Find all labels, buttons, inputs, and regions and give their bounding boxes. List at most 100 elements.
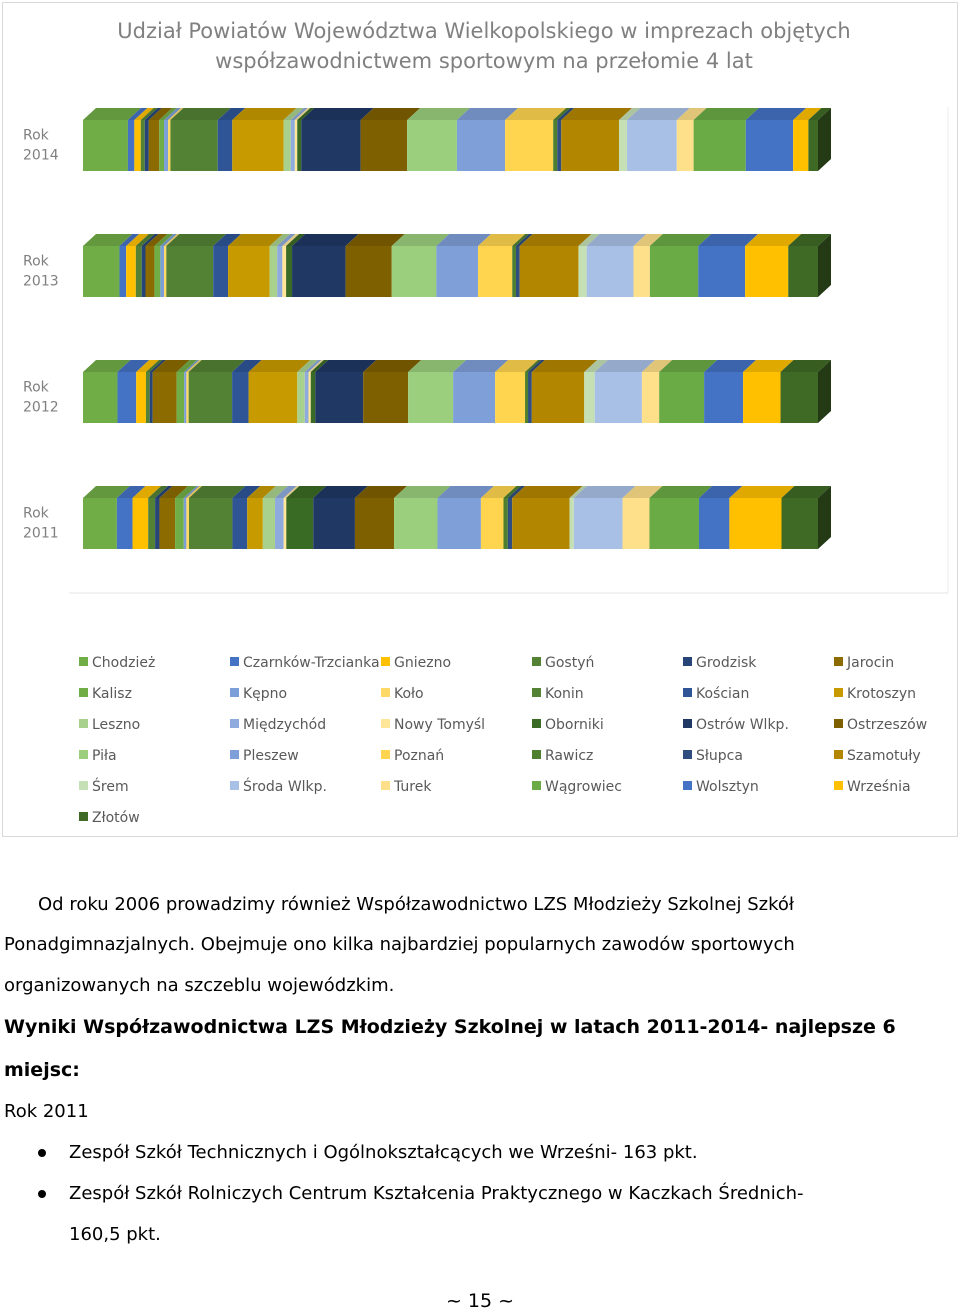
bar-segment: [166, 234, 227, 297]
bar-segment: [164, 234, 180, 297]
bar-segment: [141, 234, 159, 297]
legend-item: Wolsztyn: [683, 779, 759, 795]
bar-segment: [140, 108, 158, 171]
legend-label: Złotów: [92, 810, 140, 826]
bar-segment: [127, 108, 148, 171]
bar-segment: [132, 486, 162, 549]
bar-segment: [622, 486, 663, 549]
legend-label: Oborniki: [545, 717, 604, 733]
bar-segment: [515, 234, 533, 297]
legend-swatch: [683, 688, 692, 697]
bar-side: [818, 108, 831, 171]
bar-segment: [184, 360, 200, 423]
bullet-icon: [38, 1149, 46, 1157]
legend-swatch: [834, 657, 843, 666]
bar-segment: [301, 108, 374, 171]
bar-segment: [188, 360, 246, 423]
legend-label: Kępno: [243, 686, 287, 702]
bar-segment: [83, 360, 131, 423]
bar-segment: [480, 486, 517, 549]
legend-label: Piła: [92, 748, 117, 764]
bar-segment: [354, 486, 408, 549]
chart: Udział Powiatów Województwa Wielkopolski…: [23, 19, 949, 826]
legend-item: Gostyń: [532, 655, 594, 671]
legend-item: Jarocin: [834, 655, 894, 671]
legend-swatch: [381, 657, 390, 666]
bar-segment: [649, 234, 712, 297]
legend-item: Koło: [381, 686, 424, 702]
legend-label: Jarocin: [846, 655, 894, 671]
legend-swatch: [79, 657, 88, 666]
bar-segment: [176, 360, 198, 423]
bar-segment: [136, 360, 159, 423]
bar-segment: [619, 108, 641, 171]
bar-segment: [183, 486, 200, 549]
result-item-2-line-1: Zespół Szkół Rolniczych Centrum Kształce…: [69, 1183, 804, 1204]
bar-segment: [160, 234, 178, 297]
results-heading-line-1: Wyniki Współzawodnictwa LZS Młodzieży Sz…: [4, 1016, 896, 1038]
bar-segment: [83, 486, 130, 549]
bar-segment: [152, 360, 190, 423]
legend-item: Kępno: [230, 686, 287, 702]
legend-item: Międzychód: [230, 717, 326, 733]
bar-segment: [808, 108, 831, 171]
legend-label: Grodzisk: [696, 655, 757, 671]
bar-segment: [649, 486, 712, 549]
bar-segment: [269, 234, 291, 297]
legend-label: Koło: [394, 686, 424, 702]
bar-segment: [297, 360, 318, 423]
bar-segment: [290, 108, 308, 171]
legend-label: Września: [847, 779, 911, 795]
bar-segment: [676, 108, 707, 171]
bar-segment: [436, 234, 492, 297]
bar-side: [818, 360, 831, 423]
legend-item: Śrem: [79, 777, 129, 795]
bar-segment: [594, 360, 655, 423]
bar-segment: [478, 234, 526, 297]
bar-segment: [531, 360, 598, 423]
legend-label: Szamotuły: [847, 748, 921, 764]
bar-segment: [745, 234, 802, 297]
bar-segment: [780, 360, 831, 423]
legend-label: Nowy Tomyśl: [394, 717, 485, 733]
bar-segment: [247, 486, 276, 549]
legend-item: Ostrzeszów: [834, 717, 927, 733]
legend-label: Leszno: [92, 717, 140, 733]
legend-item: Wągrowiec: [532, 779, 622, 795]
bar-side: [818, 234, 831, 297]
legend: Chodzież Czarnków-Trzcianka Gniezno Gostyń G…: [79, 655, 927, 826]
bar-segment: [145, 360, 163, 423]
legend-swatch: [381, 719, 390, 728]
bar-segment: [164, 108, 182, 171]
bar-segment: [117, 360, 150, 423]
chart-title-line-1: Udział Powiatów Województwa Wielkopolski…: [117, 19, 850, 43]
bar-segment: [586, 234, 647, 297]
bar-segment: [159, 486, 189, 549]
bar-segment: [144, 108, 162, 171]
bar-segment: [292, 234, 359, 297]
legend-swatch: [532, 688, 541, 697]
legend-item: Rawicz: [532, 748, 593, 764]
legend-item: Nowy Tomyśl: [381, 717, 485, 733]
legend-item: Czarnków-Trzcianka: [230, 655, 380, 671]
bar-segment: [512, 234, 529, 297]
legend-item: Ostrów Wlkp.: [683, 717, 789, 733]
legend-swatch: [79, 750, 88, 759]
legend-item: Kalisz: [79, 686, 132, 702]
legend-label: Ostrzeszów: [847, 717, 927, 733]
bar-segment: [282, 234, 300, 297]
bar-segment: [633, 234, 663, 297]
bar-segment: [83, 234, 133, 297]
bar-segment: [315, 360, 377, 423]
bar-segment: [503, 486, 521, 549]
legend-label: Gostyń: [545, 655, 594, 671]
y-tick-label: Rok: [23, 380, 50, 396]
bar-segment: [116, 486, 146, 549]
bar-segment: [170, 108, 231, 171]
bar-segment: [394, 486, 451, 549]
chart-title-line-2: współzawodnictwem sportowym na przełomie…: [215, 49, 753, 73]
legend-swatch: [79, 781, 88, 790]
bar-segment: [148, 108, 173, 171]
bullet-icon: [38, 1190, 46, 1198]
bar-segment: [363, 360, 422, 423]
